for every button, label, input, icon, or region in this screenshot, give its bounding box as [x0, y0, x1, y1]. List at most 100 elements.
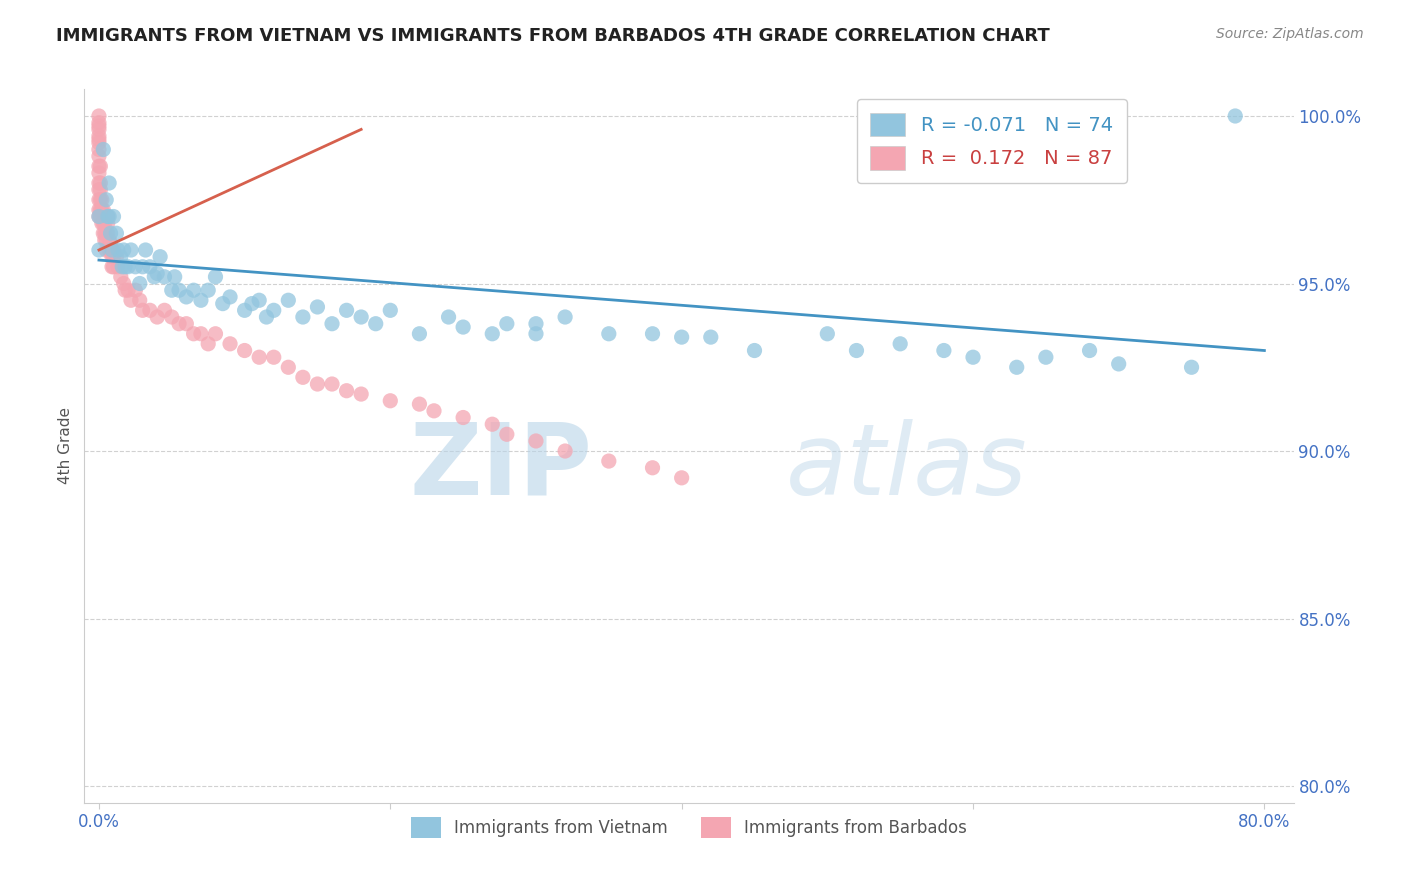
- Point: [481, 417, 503, 432]
- Point: [408, 397, 430, 411]
- Point: [139, 260, 162, 274]
- Point: [641, 460, 664, 475]
- Point: [744, 343, 766, 358]
- Point: [120, 293, 142, 308]
- Point: [97, 210, 120, 224]
- Point: [103, 250, 125, 264]
- Point: [112, 277, 135, 291]
- Point: [204, 326, 226, 341]
- Text: atlas: atlas: [786, 419, 1028, 516]
- Point: [131, 303, 153, 318]
- Point: [146, 267, 169, 281]
- Point: [256, 310, 278, 324]
- Point: [101, 260, 124, 274]
- Point: [495, 317, 517, 331]
- Point: [598, 326, 620, 341]
- Point: [1180, 360, 1202, 375]
- Point: [481, 326, 503, 341]
- Point: [671, 330, 693, 344]
- Point: [89, 159, 111, 173]
- Point: [128, 293, 150, 308]
- Point: [87, 210, 110, 224]
- Point: [197, 336, 219, 351]
- Point: [110, 250, 132, 264]
- Point: [641, 326, 664, 341]
- Point: [380, 303, 402, 318]
- Point: [233, 303, 256, 318]
- Point: [139, 303, 162, 318]
- Point: [87, 116, 110, 130]
- Point: [277, 293, 299, 308]
- Point: [87, 210, 110, 224]
- Point: [176, 317, 198, 331]
- Point: [111, 260, 134, 274]
- Point: [889, 336, 911, 351]
- Point: [554, 310, 576, 324]
- Point: [89, 210, 111, 224]
- Point: [94, 233, 117, 247]
- Point: [105, 227, 128, 241]
- Point: [87, 122, 110, 136]
- Point: [101, 250, 124, 264]
- Point: [128, 277, 150, 291]
- Text: Source: ZipAtlas.com: Source: ZipAtlas.com: [1216, 27, 1364, 41]
- Point: [98, 233, 121, 247]
- Point: [110, 269, 132, 284]
- Point: [100, 227, 122, 241]
- Point: [87, 176, 110, 190]
- Point: [160, 283, 183, 297]
- Point: [1005, 360, 1028, 375]
- Point: [100, 243, 122, 257]
- Point: [107, 243, 129, 257]
- Point: [103, 243, 125, 257]
- Point: [1108, 357, 1130, 371]
- Point: [524, 326, 547, 341]
- Point: [100, 236, 122, 251]
- Point: [1035, 350, 1057, 364]
- Point: [554, 444, 576, 458]
- Point: [336, 384, 359, 398]
- Point: [845, 343, 868, 358]
- Point: [263, 303, 285, 318]
- Point: [90, 202, 112, 217]
- Point: [167, 317, 190, 331]
- Point: [247, 350, 270, 364]
- Point: [87, 129, 110, 144]
- Point: [815, 326, 838, 341]
- Point: [87, 243, 110, 257]
- Point: [96, 233, 118, 247]
- Point: [124, 283, 146, 297]
- Point: [87, 149, 110, 163]
- Point: [94, 216, 117, 230]
- Point: [87, 183, 110, 197]
- Point: [101, 243, 124, 257]
- Point: [131, 260, 153, 274]
- Point: [307, 300, 329, 314]
- Point: [107, 260, 129, 274]
- Point: [451, 320, 474, 334]
- Point: [103, 210, 125, 224]
- Point: [1225, 109, 1247, 123]
- Point: [146, 310, 169, 324]
- Point: [671, 471, 693, 485]
- Point: [103, 260, 125, 274]
- Point: [451, 410, 474, 425]
- Point: [307, 377, 329, 392]
- Point: [321, 317, 343, 331]
- Point: [291, 370, 314, 384]
- Point: [219, 290, 242, 304]
- Point: [350, 310, 373, 324]
- Point: [90, 216, 112, 230]
- Point: [89, 176, 111, 190]
- Point: [190, 293, 212, 308]
- Text: IMMIGRANTS FROM VIETNAM VS IMMIGRANTS FROM BARBADOS 4TH GRADE CORRELATION CHART: IMMIGRANTS FROM VIETNAM VS IMMIGRANTS FR…: [56, 27, 1050, 45]
- Point: [211, 296, 233, 310]
- Point: [117, 260, 139, 274]
- Point: [143, 269, 166, 284]
- Point: [89, 202, 111, 217]
- Point: [114, 283, 136, 297]
- Point: [364, 317, 387, 331]
- Point: [183, 326, 205, 341]
- Point: [87, 132, 110, 146]
- Point: [183, 283, 205, 297]
